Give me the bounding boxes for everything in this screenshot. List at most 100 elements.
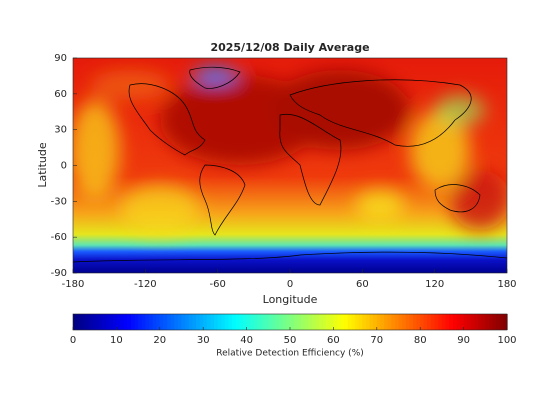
- colorbar-cell: [145, 314, 150, 330]
- colorbar-cell: [91, 314, 96, 330]
- colorbar-cell: [109, 314, 114, 330]
- y-tick-label: 90: [54, 53, 67, 64]
- colorbar-cell: [402, 314, 407, 330]
- colorbar-cell: [431, 314, 436, 330]
- colorbar-cell: [492, 314, 497, 330]
- colorbar-cell: [116, 314, 121, 330]
- colorbar-cell: [434, 314, 439, 330]
- colorbar-cell: [311, 314, 316, 330]
- y-tick-label: 0: [61, 161, 67, 172]
- colorbar-cell: [355, 314, 360, 330]
- colorbar-tick-label: 50: [284, 335, 297, 346]
- colorbar-cell: [101, 314, 107, 330]
- colorbar-cell: [167, 314, 172, 330]
- colorbar-cell: [138, 314, 143, 330]
- colorbar-cell: [228, 314, 233, 330]
- colorbar-cell: [130, 314, 136, 330]
- colorbar-cell: [449, 314, 454, 330]
- colorbar-cell: [174, 314, 179, 330]
- colorbar-tick-label: 80: [414, 335, 427, 346]
- colorbar-tick-label: 60: [327, 335, 340, 346]
- colorbar-cell: [235, 314, 240, 330]
- colorbar-cell: [76, 314, 81, 330]
- colorbar-cell: [481, 314, 486, 330]
- chart-title: 2025/12/08 Daily Average: [210, 41, 369, 54]
- colorbar-cell: [496, 314, 501, 330]
- colorbar-cell: [156, 314, 161, 330]
- colorbar-cell: [416, 314, 421, 330]
- colorbar-cell: [152, 314, 157, 330]
- x-tick-label: 60: [356, 279, 369, 290]
- colorbar-cell: [282, 314, 287, 330]
- colorbar-cell: [420, 314, 425, 330]
- colorbar-cell: [470, 314, 476, 330]
- colorbar-cell: [105, 314, 110, 330]
- y-axis-label: Latitude: [36, 142, 49, 188]
- colorbar-tick-label: 10: [110, 335, 123, 346]
- colorbar-cell: [87, 314, 92, 330]
- x-tick-label: 180: [497, 279, 516, 290]
- colorbar-cell: [279, 314, 284, 330]
- colorbar-cell: [358, 314, 363, 330]
- y-tick-label: -30: [51, 196, 67, 207]
- colorbar-tick-label: 20: [153, 335, 166, 346]
- colorbar-cell: [380, 314, 385, 330]
- colorbar-cell: [268, 314, 273, 330]
- colorbar-cell: [467, 314, 472, 330]
- x-tick-label: 0: [287, 279, 293, 290]
- colorbar-cell: [232, 314, 237, 330]
- colorbar-cell: [123, 314, 128, 330]
- colorbar-cell: [94, 314, 99, 330]
- colorbar-cell: [394, 314, 400, 330]
- colorbar-cell: [221, 314, 226, 330]
- colorbar-cell: [188, 314, 193, 330]
- colorbar-cell: [463, 314, 468, 330]
- colorbar-label: Relative Detection Efficiency (%): [216, 349, 364, 359]
- colorbar-cell: [177, 314, 183, 330]
- colorbar-cell: [134, 314, 139, 330]
- colorbar-tick-label: 0: [70, 335, 76, 346]
- colorbar-cell: [203, 314, 208, 330]
- colorbar-cell: [362, 314, 367, 330]
- colorbar-cell: [185, 314, 190, 330]
- colorbar-cell: [438, 314, 443, 330]
- colorbar-cell: [456, 314, 461, 330]
- colorbar-cell: [344, 314, 349, 330]
- colorbar-cell: [384, 314, 389, 330]
- colorbar-cell: [290, 314, 295, 330]
- colorbar-cell: [485, 314, 490, 330]
- colorbar-cell: [398, 314, 403, 330]
- colorbar-cell: [195, 314, 201, 330]
- colorbar-cell: [326, 314, 331, 330]
- colorbar-cell: [452, 314, 457, 330]
- colorbar-cell: [192, 314, 197, 330]
- colorbar-cell: [98, 314, 103, 330]
- colorbar-cell: [253, 314, 259, 330]
- colorbar-cell: [405, 314, 410, 330]
- colorbar-cell: [257, 314, 262, 330]
- colorbar-cell: [315, 314, 320, 330]
- colorbar-cell: [391, 314, 396, 330]
- x-tick-label: -120: [134, 279, 157, 290]
- colorbar-cell: [141, 314, 146, 330]
- colorbar-cell: [478, 314, 483, 330]
- colorbar-cell: [365, 314, 371, 330]
- colorbar: [73, 314, 508, 330]
- colorbar-cell: [127, 314, 132, 330]
- y-tick-label: 60: [54, 89, 67, 100]
- colorbar-cell: [318, 314, 324, 330]
- colorbar-cell: [73, 314, 78, 330]
- colorbar-cell: [488, 314, 494, 330]
- colorbar-cell: [246, 314, 251, 330]
- colorbar-cell: [293, 314, 298, 330]
- colorbar-tick-label: 70: [370, 335, 383, 346]
- colorbar-cell: [322, 314, 327, 330]
- heatmap-field: [73, 58, 507, 273]
- y-tick-label: -90: [51, 268, 67, 279]
- colorbar-cell: [441, 314, 447, 330]
- colorbar-cell: [373, 314, 378, 330]
- colorbar-cell: [308, 314, 313, 330]
- coastlines: [73, 66, 507, 263]
- colorbar-cell: [474, 314, 479, 330]
- colorbar-cell: [340, 314, 345, 330]
